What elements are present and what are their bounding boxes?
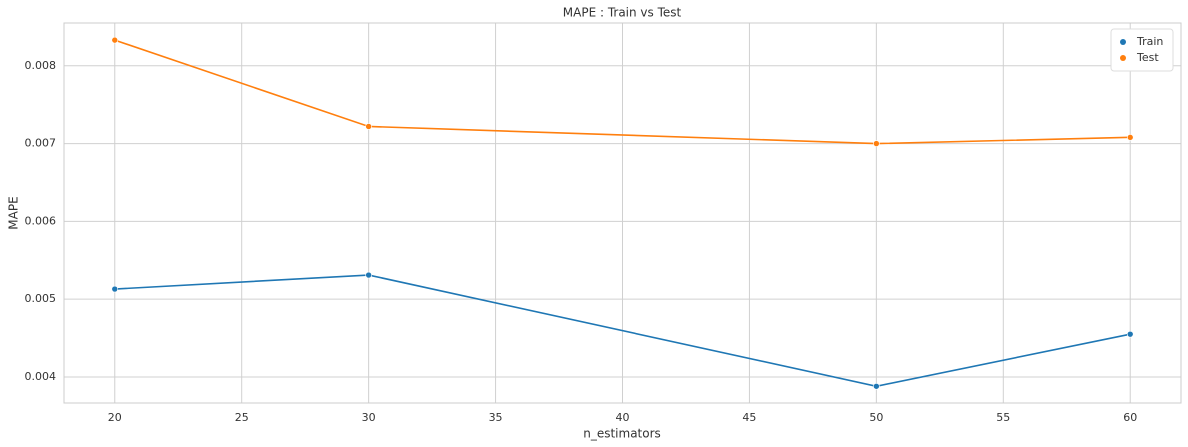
legend-label: Train <box>1136 35 1163 48</box>
y-tick-label: 0.008 <box>25 59 57 72</box>
legend-label: Test <box>1136 51 1159 64</box>
y-axis-label: MAPE <box>7 196 21 229</box>
legend: Train Test <box>1110 28 1174 72</box>
plot-frame <box>63 22 1182 404</box>
legend-marker <box>1120 55 1126 61</box>
legend-marker <box>1120 39 1126 45</box>
data-point <box>365 271 372 279</box>
data-point <box>1126 330 1134 338</box>
data-point <box>1126 134 1134 141</box>
data-point <box>111 285 119 293</box>
x-tick-label: 60 <box>1123 411 1137 424</box>
legend-box <box>1110 28 1174 72</box>
x-tick-label: 45 <box>742 411 756 424</box>
y-tick-label: 0.005 <box>25 292 57 305</box>
data-point <box>111 36 119 44</box>
y-tick-label: 0.004 <box>25 370 57 383</box>
x-tick-label: 20 <box>108 411 122 424</box>
x-tick-label: 55 <box>996 411 1010 424</box>
series-line <box>114 39 1131 145</box>
x-tick-label: 35 <box>489 411 503 424</box>
y-tick-label: 0.007 <box>25 137 57 150</box>
y-tick-label: 0.006 <box>25 214 57 227</box>
series-line <box>114 274 1131 388</box>
x-tick-label: 25 <box>235 411 249 424</box>
x-axis-label: n_estimators <box>583 427 661 441</box>
x-tick-label: 40 <box>616 411 630 424</box>
x-tick-label: 50 <box>869 411 883 424</box>
chart-title: MAPE : Train vs Test <box>563 6 682 20</box>
data-point <box>873 382 880 390</box>
data-point <box>873 140 880 147</box>
data-point <box>365 123 372 130</box>
x-tick-label: 30 <box>362 411 376 424</box>
